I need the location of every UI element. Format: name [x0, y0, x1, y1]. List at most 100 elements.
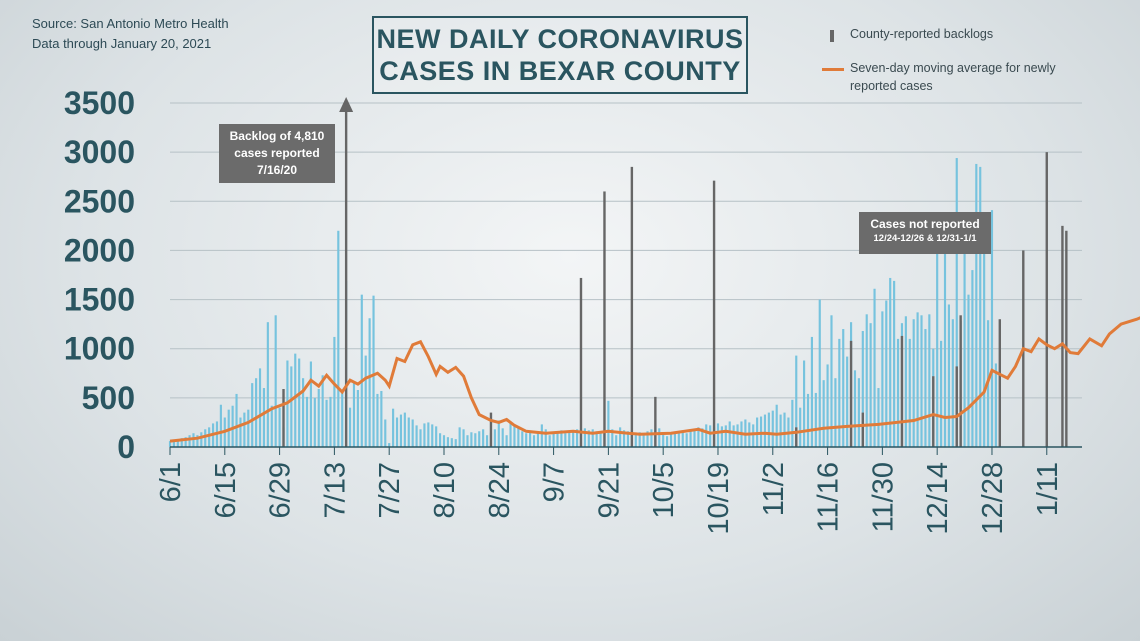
daily-case-bar: [681, 430, 684, 447]
daily-case-bar: [689, 431, 692, 447]
daily-case-bar: [431, 424, 434, 447]
daily-case-bar: [846, 356, 849, 447]
daily-case-bar: [317, 389, 320, 447]
daily-case-bar: [767, 412, 770, 447]
backlog-bar: [1065, 230, 1068, 447]
daily-case-bar: [834, 378, 837, 447]
daily-case-bar: [587, 430, 590, 447]
daily-case-bar: [983, 240, 986, 447]
x-tick-label: 12/14: [922, 462, 954, 535]
daily-case-bar: [920, 315, 923, 447]
backlog-bar: [932, 376, 935, 447]
daily-case-bar: [219, 404, 222, 447]
y-axis-ticks: 0 500 1000 1500 2000 2500 3000 3500: [64, 85, 135, 465]
daily-case-bar: [568, 432, 571, 447]
x-tick-label: 11/2: [758, 462, 790, 516]
daily-case-bar: [392, 408, 395, 447]
daily-case-bar: [889, 277, 892, 447]
daily-case-bar: [658, 428, 661, 447]
daily-case-bar: [360, 294, 363, 447]
backlog-bar: [603, 191, 606, 447]
daily-case-bar: [857, 378, 860, 447]
backlog-bar: [955, 366, 958, 447]
daily-case-bar: [235, 393, 238, 447]
backlog-bar: [282, 389, 285, 447]
daily-case-bar: [309, 361, 312, 447]
backlog-bar: [900, 335, 904, 447]
daily-case-bar: [298, 358, 301, 447]
daily-case-bar: [548, 435, 551, 447]
daily-case-bar: [638, 432, 641, 447]
daily-case-bar: [873, 288, 876, 447]
x-tick-label: 7/27: [374, 462, 406, 518]
daily-case-bar: [184, 437, 187, 447]
x-tick-label: 1/11: [1032, 462, 1064, 516]
daily-case-bar: [853, 370, 857, 447]
daily-case-bar: [497, 420, 500, 447]
backlog-bar: [998, 319, 1002, 447]
data-through-text: Data through January 20, 2021: [32, 36, 212, 51]
daily-case-bar: [466, 435, 469, 447]
daily-case-bar: [399, 414, 403, 447]
daily-case-bar: [302, 378, 305, 447]
backlog-note: Backlog of 4,810 cases reported 7/16/20: [219, 124, 335, 183]
chart-title-box: NEW DAILY CORONAVIRUS CASES IN BEXAR COU…: [372, 16, 748, 94]
daily-case-bar: [270, 405, 273, 447]
daily-case-bar: [180, 438, 183, 447]
backlog-bar: [654, 396, 657, 447]
daily-case-bar: [462, 429, 465, 447]
daily-case-bar: [943, 252, 947, 447]
daily-case-bar: [666, 436, 669, 447]
daily-case-bar: [427, 422, 430, 447]
daily-case-bar: [196, 435, 199, 447]
daily-case-bar: [893, 280, 896, 447]
daily-case-bar: [337, 230, 340, 447]
daily-case-bar: [924, 329, 927, 447]
daily-case-bar: [454, 439, 457, 447]
daily-case-bar: [415, 425, 418, 447]
daily-case-bar: [963, 220, 966, 447]
y-tick-label: 2500: [64, 183, 135, 219]
daily-case-bar: [763, 414, 767, 447]
daily-case-bar: [532, 435, 536, 447]
backlog-bar: [579, 277, 583, 447]
daily-case-bar: [290, 366, 293, 447]
daily-case-bar: [305, 396, 309, 447]
daily-case-bar: [485, 435, 489, 447]
daily-case-bar: [493, 429, 496, 447]
daily-case-bar: [799, 407, 802, 447]
daily-case-bar: [176, 439, 179, 447]
daily-case-bar: [247, 409, 250, 447]
backlog-note-line2: cases reported: [234, 146, 320, 160]
daily-case-bar: [716, 423, 720, 447]
daily-case-bar: [583, 428, 586, 447]
daily-case-bar: [595, 431, 598, 447]
backlog-bar: [849, 340, 853, 447]
x-tick-label: 9/7: [539, 462, 571, 502]
source-text: Source: San Antonio Metro Health: [32, 16, 229, 31]
daily-case-bar: [474, 433, 477, 447]
daily-case-bar: [951, 319, 954, 447]
daily-case-bar: [885, 300, 888, 447]
daily-case-bar: [442, 435, 446, 447]
daily-case-bar: [861, 331, 864, 447]
daily-case-bar: [611, 429, 614, 447]
daily-case-bar: [501, 428, 504, 447]
daily-case-bar: [384, 419, 387, 447]
daily-case-bar: [728, 421, 731, 447]
daily-case-bar: [791, 399, 794, 447]
daily-case-bar: [540, 424, 543, 447]
daily-case-bar: [975, 163, 978, 448]
daily-case-bar: [372, 295, 375, 447]
legend-average-label-2: reported cases: [850, 79, 933, 93]
daily-case-bar: [705, 424, 708, 447]
daily-case-bar: [779, 414, 782, 447]
daily-case-bar: [294, 353, 297, 447]
x-tick-label: 6/15: [210, 462, 242, 518]
daily-case-bar: [376, 393, 379, 447]
chart-title-line1: NEW DAILY CORONAVIRUS: [376, 24, 744, 54]
daily-case-bar: [200, 432, 203, 447]
backlog-note-line1: Backlog of 4,810: [229, 129, 325, 143]
legend-backlog-swatch: [830, 30, 834, 42]
